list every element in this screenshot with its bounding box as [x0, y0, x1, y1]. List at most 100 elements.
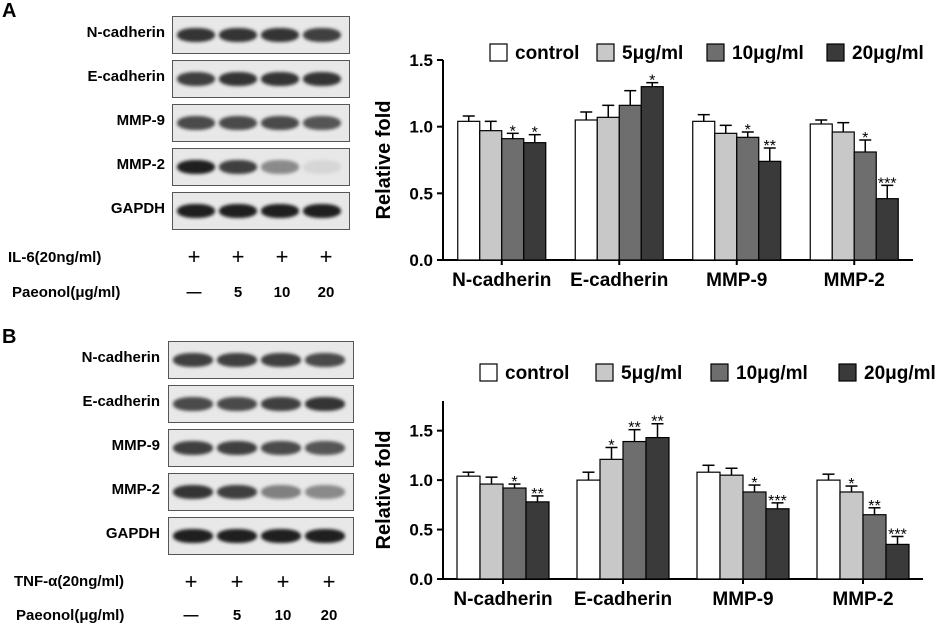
- paeonol-dose-value: 20: [320, 607, 338, 624]
- blot-band: [173, 528, 213, 544]
- blot-band: [177, 203, 215, 219]
- blot-band: [217, 484, 257, 500]
- blot-band: [261, 71, 299, 87]
- blot-band: [303, 115, 341, 131]
- blot-band: [177, 71, 215, 87]
- significance-label: *: [862, 130, 868, 147]
- y-axis-label: Relative fold: [373, 431, 395, 550]
- bar: [622, 440, 647, 580]
- bar: [758, 160, 782, 261]
- blot-label-gapdh: GAPDH: [110, 200, 165, 217]
- blot-label-n-cadherin: N-cadherin: [86, 24, 165, 41]
- blot-band: [261, 203, 299, 219]
- bar: [618, 104, 642, 261]
- paeonol-dose-value: —: [183, 607, 199, 624]
- y-tick-label: 1.5: [409, 422, 433, 441]
- panel-a-bar-chart: control 5μg/ml 10μg/ml 20μg/ml 0.0 0.5 1.0 1.5 R…: [373, 43, 924, 291]
- legend-label: control: [515, 43, 579, 64]
- blot-band: [305, 396, 345, 412]
- blot-band: [303, 71, 341, 87]
- bar: [645, 436, 670, 580]
- paeonol-dose-value: 10: [274, 607, 292, 624]
- panel-b-treatment-label: TNF-α(20ng/ml): [14, 573, 125, 590]
- bar: [457, 120, 481, 261]
- bar: [502, 487, 527, 580]
- blot-band: [173, 484, 213, 500]
- blot-band: [219, 115, 257, 131]
- bar: [576, 479, 601, 580]
- blot-label-mmp-9: MMP-9: [111, 437, 160, 454]
- bar: [816, 479, 841, 580]
- blot-band: [177, 27, 215, 43]
- bar: [736, 136, 760, 261]
- paeonol-dose-value: 20: [317, 284, 335, 301]
- legend-swatch: [826, 43, 845, 62]
- panel-b-paeonol-label: Paeonol(μg/ml): [16, 607, 125, 624]
- x-tick-label: MMP-9: [706, 270, 767, 291]
- significance-label: *: [511, 474, 517, 491]
- blot-label-mmp-2: MMP-2: [116, 156, 165, 173]
- treatment-plus-mark: +: [187, 244, 201, 269]
- legend-label: 20μg/ml: [852, 43, 924, 64]
- legend-label: 10μg/ml: [732, 43, 804, 64]
- legend-swatch: [595, 363, 614, 382]
- x-tick-label: N-cadherin: [452, 270, 551, 291]
- significance-label: **: [531, 486, 543, 503]
- bar: [574, 119, 598, 261]
- panel-b-bar-chart: control 5μg/ml 10μg/ml 20μg/ml 0.0 0.5 1.0 1.5 R…: [373, 363, 936, 610]
- panel-a-treatment-label: IL-6(20ng/ml): [8, 249, 102, 266]
- x-tick-label: N-cadherin: [453, 589, 552, 610]
- treatment-plus-mark: +: [319, 244, 333, 269]
- bar: [479, 130, 503, 261]
- significance-label: ***: [888, 526, 907, 543]
- y-tick-label: 1.0: [409, 471, 433, 490]
- legend-swatch: [710, 363, 729, 382]
- blot-image-n-cadherin: [172, 16, 350, 54]
- blot-image-e-cadherin: [168, 385, 354, 423]
- treatment-plus-mark: +: [322, 569, 336, 594]
- blot-image-mmp-9: [168, 429, 354, 467]
- blot-band: [305, 528, 345, 544]
- paeonol-dose-value: 10: [273, 284, 291, 301]
- bar: [742, 491, 767, 580]
- y-tick-label: 1.5: [409, 51, 433, 70]
- x-tick-label: MMP-9: [712, 589, 773, 610]
- blot-band: [217, 440, 257, 456]
- significance-label: *: [510, 123, 516, 140]
- significance-label: ***: [878, 175, 897, 192]
- blot-band: [305, 484, 345, 500]
- bar: [640, 86, 664, 261]
- blot-label-e-cadherin: E-cadherin: [87, 68, 165, 85]
- blot-label-gapdh: GAPDH: [105, 525, 160, 542]
- paeonol-dose-value: 5: [233, 284, 243, 301]
- blot-band: [219, 27, 257, 43]
- bar: [696, 471, 721, 580]
- y-tick-label: 1.0: [409, 118, 433, 137]
- treatment-plus-mark: +: [230, 569, 244, 594]
- bar: [719, 474, 744, 580]
- y-tick-label: 0.5: [409, 184, 433, 203]
- bar: [839, 491, 864, 580]
- bar: [875, 198, 899, 261]
- blot-band: [217, 396, 257, 412]
- bar: [596, 116, 620, 261]
- blot-band: [261, 352, 301, 368]
- y-tick-label: 0.0: [409, 570, 433, 589]
- blot-band: [261, 484, 301, 500]
- panel-a-paeonol-label: Paeonol(μg/ml): [12, 284, 121, 301]
- blot-band: [219, 203, 257, 219]
- blot-image-mmp-2: [168, 473, 354, 511]
- paeonol-dose-value: 5: [232, 607, 242, 624]
- bar: [599, 458, 624, 580]
- x-tick-label: E-cadherin: [570, 270, 668, 291]
- blot-band: [219, 71, 257, 87]
- significance-label: *: [649, 73, 655, 90]
- bar: [765, 508, 790, 580]
- blot-image-n-cadherin: [168, 341, 354, 379]
- legend-label: 5μg/ml: [622, 43, 683, 64]
- y-tick-label: 0.5: [409, 521, 433, 540]
- y-tick-label: 0.0: [409, 251, 433, 270]
- legend-label: 20μg/ml: [864, 363, 936, 384]
- legend-swatch: [596, 43, 615, 62]
- blot-band: [173, 352, 213, 368]
